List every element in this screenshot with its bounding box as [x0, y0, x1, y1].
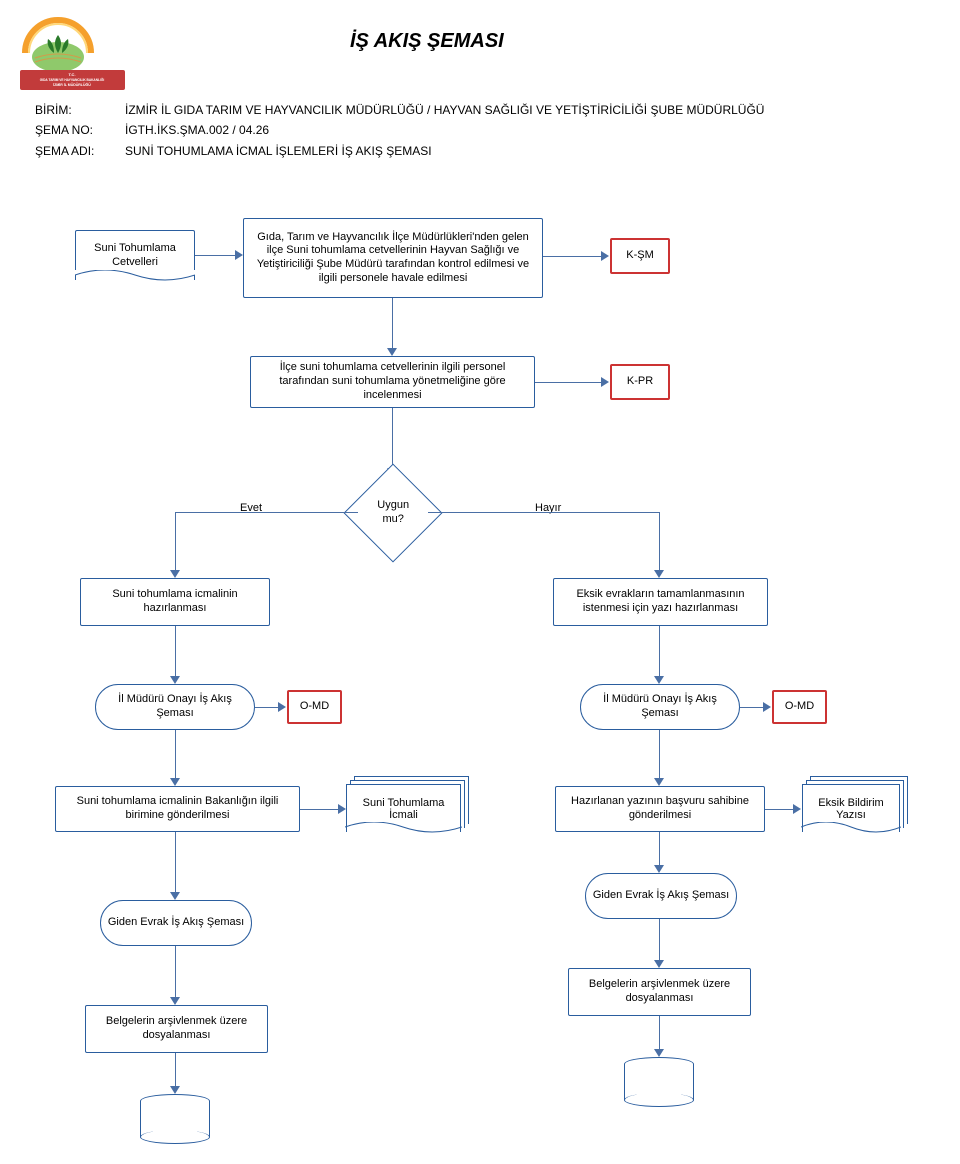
connector [659, 512, 660, 572]
proc2-text: İlçe suni tohumlama cetvellerinin ilgili… [257, 361, 528, 402]
proc4-text: Eksik evrakların tamamlanmasının istenme… [560, 588, 761, 616]
proc6-text: Hazırlanan yazının başvuru sahibine gönd… [562, 795, 758, 823]
arrow-icon [654, 1049, 664, 1057]
proc3-text: Suni tohumlama icmalinin hazırlanması [87, 588, 263, 616]
connector [175, 512, 358, 513]
doc-suni-tohumlama-cetvelleri: Suni Tohumlama Cetvelleri [75, 230, 195, 280]
pill-giden-evrak-1: Giden Evrak İş Akış Şeması [100, 900, 252, 946]
svg-text:İZMİR İL MÜDÜRLÜĞÜ: İZMİR İL MÜDÜRLÜĞÜ [53, 82, 91, 87]
process-arsiv-1: Belgelerin arşivlenmek üzere dosyalanmas… [85, 1005, 268, 1053]
kpr-text: K-PR [627, 375, 653, 389]
proc1-text: Gıda, Tarım ve Hayvancılık İlçe Müdürlük… [250, 231, 536, 286]
connector [175, 512, 176, 572]
svg-text:GIDA TARIM VE HAYVANCILIK BAKA: GIDA TARIM VE HAYVANCILIK BAKANLIĞI [40, 77, 105, 82]
sema-adi-label: ŞEMA ADI: [35, 141, 125, 161]
doc-eksik-bildirim: Eksik Bildirim Yazısı [802, 784, 900, 832]
disk-icon-1 [140, 1094, 210, 1144]
doc2-text: Suni Tohumlama İcmali [351, 797, 456, 821]
decision-uygun: Uygun mu? [344, 464, 443, 563]
connector [543, 256, 603, 257]
connector [175, 626, 176, 678]
sema-adi-value: SUNİ TOHUMLAMA İCMAL İŞLEMLERİ İŞ AKIŞ Ş… [125, 141, 432, 161]
connector [392, 408, 393, 470]
arrow-icon [601, 377, 609, 387]
connector [535, 382, 603, 383]
pill4-text: Giden Evrak İş Akış Şeması [593, 889, 729, 903]
process-incelenmesi: İlçe suni tohumlama cetvellerinin ilgili… [250, 356, 535, 408]
process-eksik-evrak: Eksik evrakların tamamlanmasının istenme… [553, 578, 768, 626]
arrow-icon [170, 997, 180, 1005]
omd-box-1: O-MD [287, 690, 342, 724]
process-icmal-hazirlanmasi: Suni tohumlama icmalinin hazırlanması [80, 578, 270, 626]
arrow-icon [170, 892, 180, 900]
process-bakanlik-gonderilmesi: Suni tohumlama icmalinin Bakanlığın ilgi… [55, 786, 300, 832]
connector [175, 946, 176, 999]
arrow-icon [763, 702, 771, 712]
arrow-icon [793, 804, 801, 814]
connector [175, 832, 176, 894]
doc-suni-tohumlama-icmali: Suni Tohumlama İcmali [346, 784, 461, 832]
arrow-icon [170, 676, 180, 684]
connector [300, 809, 340, 810]
connector [255, 707, 280, 708]
connector [428, 512, 660, 513]
arrow-icon [170, 570, 180, 578]
connector [175, 730, 176, 780]
birim-label: BİRİM: [35, 100, 125, 120]
connector [659, 1016, 660, 1051]
connector [659, 919, 660, 962]
pill-il-muduru-onayi-2: İl Müdürü Onayı İş Akış Şeması [580, 684, 740, 730]
kpr-box: K-PR [610, 364, 670, 400]
arrow-icon [654, 676, 664, 684]
pill-il-muduru-onayi-1: İl Müdürü Onayı İş Akış Şeması [95, 684, 255, 730]
arrow-icon [654, 570, 664, 578]
arrow-icon [338, 804, 346, 814]
connector [740, 707, 765, 708]
pill3-text: Giden Evrak İş Akış Şeması [108, 916, 244, 930]
ministry-logo: T.C. GIDA TARIM VE HAYVANCILIK BAKANLIĞI… [20, 15, 125, 90]
page: T.C. GIDA TARIM VE HAYVANCILIK BAKANLIĞI… [0, 0, 960, 1164]
meta-block: BİRİM: İZMİR İL GIDA TARIM VE HAYVANCILI… [35, 100, 764, 161]
disk-icon-2 [624, 1057, 694, 1107]
arrow-icon [235, 250, 243, 260]
pill-giden-evrak-2: Giden Evrak İş Akış Şeması [585, 873, 737, 919]
process-yazi-gonderilmesi: Hazırlanan yazının başvuru sahibine gönd… [555, 786, 765, 832]
omd-box-2: O-MD [772, 690, 827, 724]
doc3-text: Eksik Bildirim Yazısı [807, 797, 895, 821]
proc7-text: Belgelerin arşivlenmek üzere dosyalanmas… [92, 1015, 261, 1043]
sema-no-label: ŞEMA NO: [35, 120, 125, 140]
ksm-text: K-ŞM [626, 249, 654, 263]
connector [392, 298, 393, 350]
connector [659, 832, 660, 867]
ksm-box: K-ŞM [610, 238, 670, 274]
pill1-text: İl Müdürü Onayı İş Akış Şeması [102, 693, 248, 721]
omd1-text: O-MD [300, 700, 329, 714]
arrow-icon [601, 251, 609, 261]
arrow-icon [278, 702, 286, 712]
doc1-text: Suni Tohumlama Cetvelleri [82, 242, 188, 270]
arrow-icon [170, 778, 180, 786]
process-kontrol: Gıda, Tarım ve Hayvancılık İlçe Müdürlük… [243, 218, 543, 298]
birim-value: İZMİR İL GIDA TARIM VE HAYVANCILIK MÜDÜR… [125, 100, 764, 120]
arrow-icon [654, 865, 664, 873]
process-arsiv-2: Belgelerin arşivlenmek üzere dosyalanmas… [568, 968, 751, 1016]
arrow-icon [387, 348, 397, 356]
connector [659, 626, 660, 678]
connector [195, 255, 237, 256]
arrow-icon [170, 1086, 180, 1094]
connector [765, 809, 795, 810]
uygun-text: Uygun mu? [365, 499, 421, 527]
sema-no-value: İGTH.İKS.ŞMA.002 / 04.26 [125, 120, 269, 140]
page-title: İŞ AKIŞ ŞEMASI [350, 30, 504, 53]
omd2-text: O-MD [785, 700, 814, 714]
arrow-icon [654, 960, 664, 968]
pill2-text: İl Müdürü Onayı İş Akış Şeması [587, 693, 733, 721]
proc8-text: Belgelerin arşivlenmek üzere dosyalanmas… [575, 978, 744, 1006]
connector [659, 730, 660, 780]
svg-text:T.C.: T.C. [68, 72, 75, 77]
arrow-icon [654, 778, 664, 786]
proc5-text: Suni tohumlama icmalinin Bakanlığın ilgi… [62, 795, 293, 823]
connector [175, 1053, 176, 1088]
